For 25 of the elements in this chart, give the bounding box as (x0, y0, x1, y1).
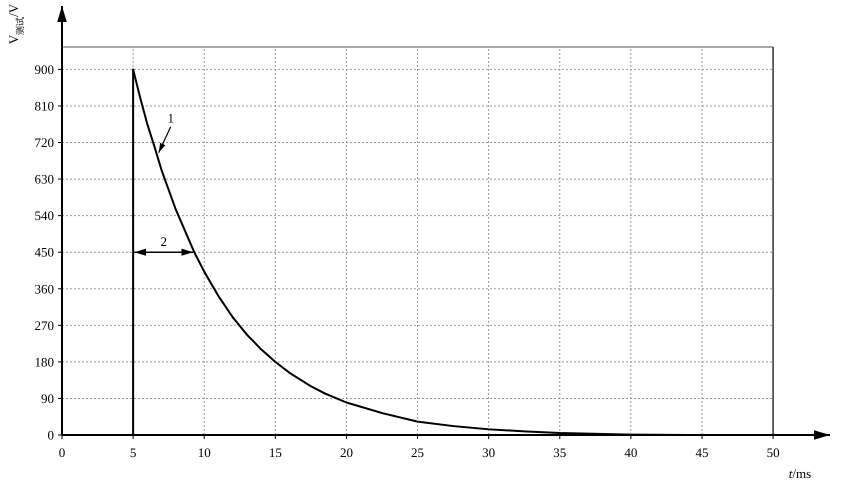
x-tick-label: 25 (411, 445, 424, 460)
annotation: 1 (167, 110, 174, 126)
y-tick-label: 90 (41, 390, 54, 406)
annotation: 2 (160, 234, 167, 250)
y-tick-label: 360 (34, 281, 54, 296)
x-tick-label: 10 (198, 445, 211, 460)
x-tick-label: 15 (268, 445, 282, 460)
x-tick-label: 45 (696, 445, 708, 460)
y-tick-label: 0 (48, 428, 54, 442)
y-tick-label: 720 (34, 135, 54, 150)
y-tick-label: 900 (34, 62, 54, 77)
x-tick-label: 20 (340, 445, 353, 460)
y-tick-label: 270 (34, 318, 54, 333)
x-tick-label: 40 (624, 445, 638, 460)
x-axis-title: t/ms (788, 466, 812, 481)
x-tick-label: 5 (130, 445, 136, 460)
y-tick-label: 540 (34, 208, 54, 224)
y-tick-label: 180 (34, 354, 54, 370)
y-tick-label: 630 (34, 172, 54, 187)
y-tick-label: 450 (34, 244, 54, 260)
y-tick-label: 810 (34, 98, 54, 114)
x-tick-label: 0 (58, 445, 66, 460)
x-tick-label: 30 (482, 445, 496, 460)
x-tick-label: 35 (553, 445, 566, 460)
x-tick-label: 50 (766, 445, 780, 460)
